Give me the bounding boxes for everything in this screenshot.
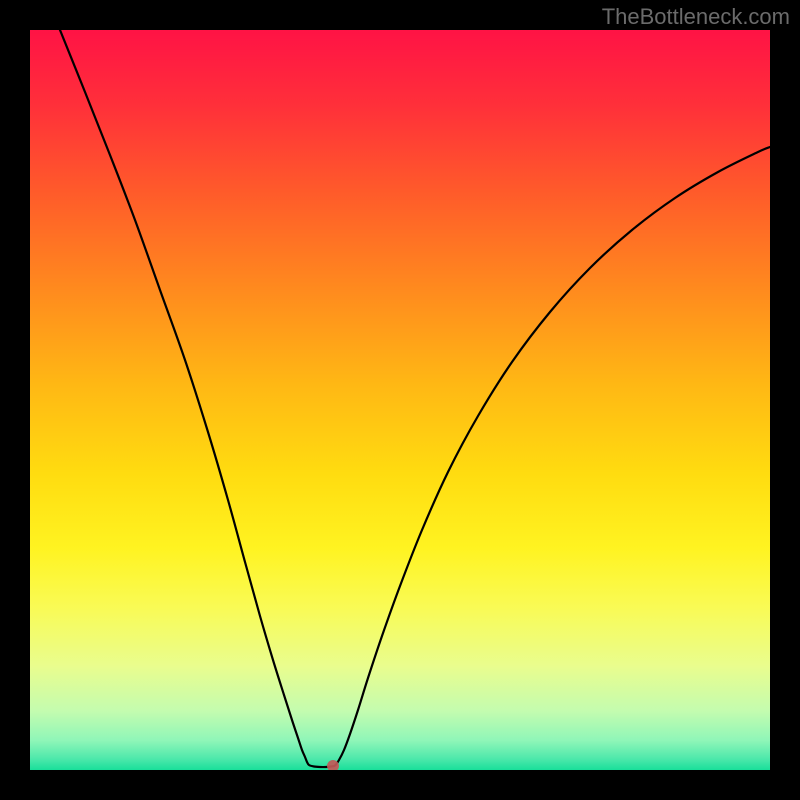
bottleneck-curve — [60, 30, 770, 767]
curve-overlay — [30, 30, 770, 770]
watermark-text: TheBottleneck.com — [602, 4, 790, 30]
plot-area — [30, 30, 770, 770]
